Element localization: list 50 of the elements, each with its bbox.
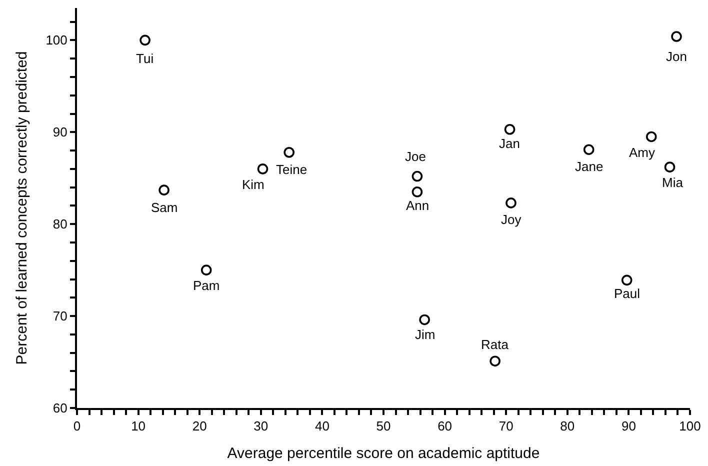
y-tick-label: 60 bbox=[52, 400, 68, 416]
point bbox=[583, 144, 594, 156]
x-tick-label: 100 bbox=[679, 418, 701, 434]
point bbox=[412, 170, 423, 182]
point bbox=[671, 31, 682, 42]
x-axis-title: Average percentile score on academic aptitude bbox=[227, 445, 540, 462]
point bbox=[664, 162, 676, 172]
point bbox=[412, 186, 423, 198]
annotation: Teine bbox=[276, 162, 308, 177]
annotation: Kim bbox=[242, 177, 264, 192]
point bbox=[621, 274, 632, 286]
x-tick-label: 30 bbox=[254, 418, 268, 434]
y-axis-title: Percent of learned concepts correctly predicted bbox=[13, 51, 30, 365]
x-tick-label: 20 bbox=[192, 418, 207, 434]
annotation: Tui bbox=[136, 51, 154, 66]
x-tick-label: 10 bbox=[131, 418, 146, 434]
annotation: Pam bbox=[193, 278, 220, 293]
x-tick-label: 50 bbox=[376, 418, 391, 434]
annotation: Jane bbox=[575, 159, 604, 174]
annotation: Mia bbox=[662, 175, 684, 190]
annotation: Sam bbox=[151, 200, 178, 215]
y-tick-label: 80 bbox=[52, 216, 68, 232]
x-tick-label: 40 bbox=[314, 418, 330, 434]
y-tick-label: 70 bbox=[52, 308, 68, 324]
point bbox=[490, 356, 500, 366]
point bbox=[158, 184, 170, 196]
annotation: Rata bbox=[481, 337, 510, 352]
y-tick-label: 100 bbox=[46, 32, 68, 48]
annotation: Paul bbox=[614, 286, 640, 301]
annotation: Amy bbox=[629, 145, 656, 160]
annotation: Joy bbox=[501, 212, 522, 227]
annotation: Jan bbox=[499, 136, 520, 151]
x-tick-label: 80 bbox=[560, 418, 575, 434]
point bbox=[140, 34, 150, 46]
annotation: Ann bbox=[406, 198, 430, 213]
annotation: Jim bbox=[415, 327, 436, 342]
x-tick-label: 0 bbox=[73, 418, 81, 434]
point bbox=[284, 146, 294, 158]
x-tick-label: 90 bbox=[621, 418, 636, 434]
point bbox=[646, 131, 657, 142]
annotation: Joe bbox=[405, 149, 426, 164]
annotation: Jon bbox=[666, 49, 687, 64]
x-tick-label: 60 bbox=[438, 418, 452, 434]
point bbox=[504, 124, 516, 135]
x-tick-label: 70 bbox=[498, 418, 514, 434]
point bbox=[200, 264, 212, 276]
point bbox=[506, 198, 516, 208]
y-tick-label: 90 bbox=[52, 124, 68, 140]
point bbox=[257, 164, 268, 174]
point bbox=[419, 314, 430, 326]
